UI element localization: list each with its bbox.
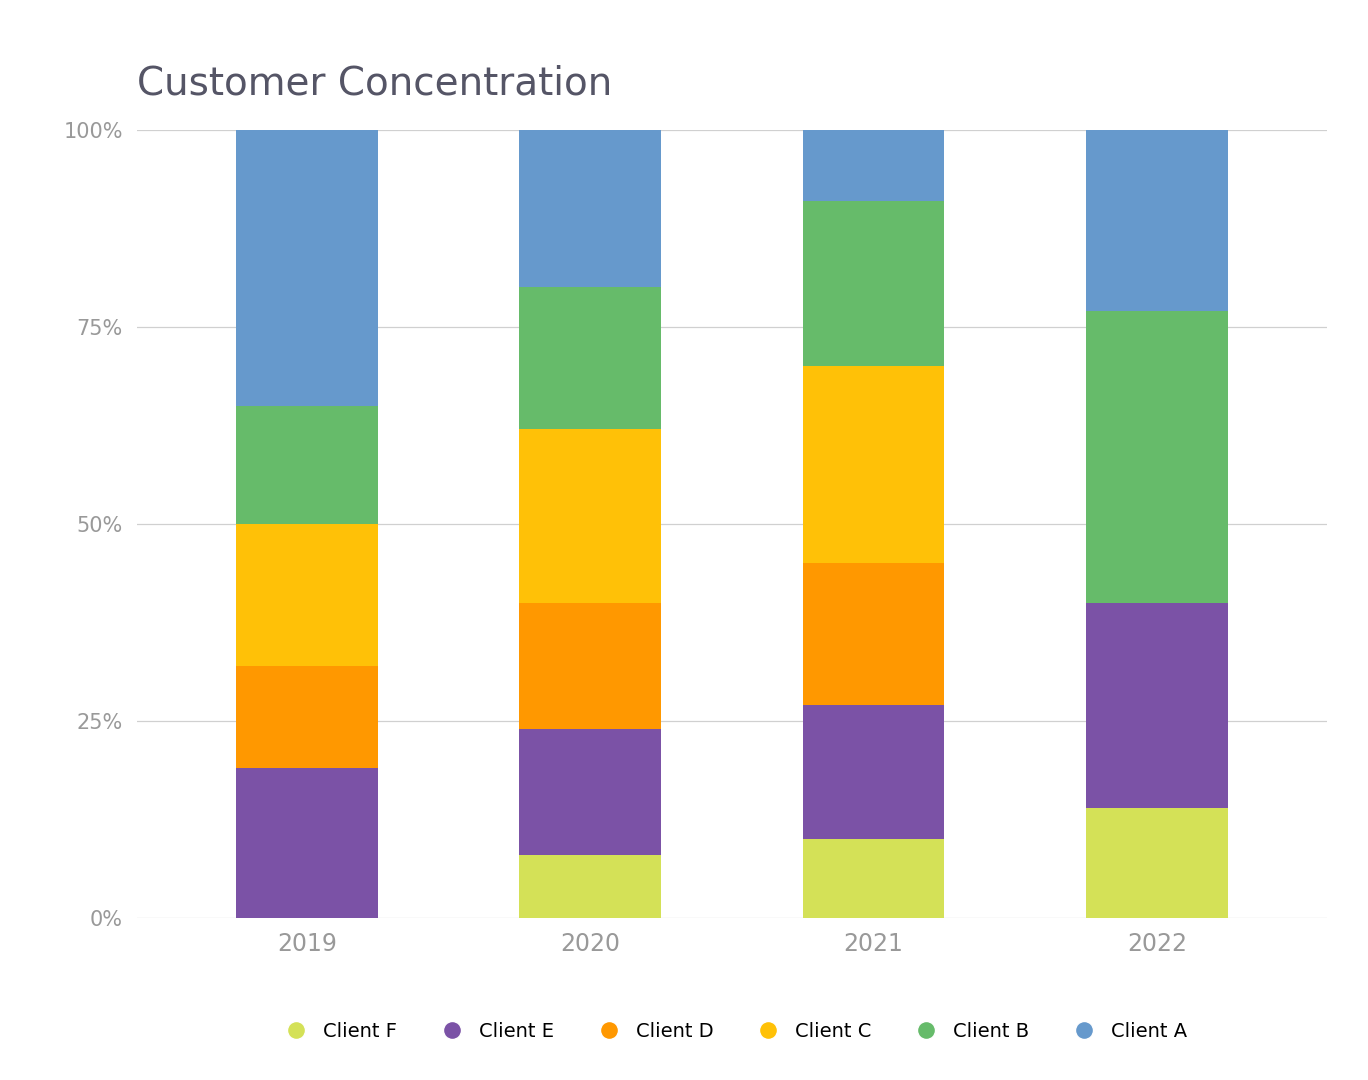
Bar bbox=[803, 839, 944, 918]
Bar bbox=[520, 603, 661, 729]
Bar bbox=[520, 729, 661, 855]
Bar bbox=[803, 130, 944, 201]
Legend: Client F, Client E, Client D, Client C, Client B, Client A: Client F, Client E, Client D, Client C, … bbox=[269, 1014, 1194, 1049]
Bar bbox=[1086, 311, 1228, 603]
Bar bbox=[237, 130, 378, 405]
Bar bbox=[520, 287, 661, 429]
Bar bbox=[237, 405, 378, 524]
Bar bbox=[803, 563, 944, 705]
Bar bbox=[803, 705, 944, 839]
Bar bbox=[1086, 808, 1228, 918]
Bar bbox=[237, 524, 378, 665]
Text: Customer Concentration: Customer Concentration bbox=[137, 65, 611, 103]
Bar bbox=[520, 429, 661, 603]
Bar bbox=[803, 201, 944, 366]
Bar bbox=[520, 855, 661, 918]
Bar bbox=[803, 366, 944, 563]
Bar bbox=[1086, 603, 1228, 808]
Bar bbox=[237, 768, 378, 918]
Bar bbox=[237, 665, 378, 768]
Bar bbox=[520, 130, 661, 287]
Bar bbox=[1086, 130, 1228, 311]
